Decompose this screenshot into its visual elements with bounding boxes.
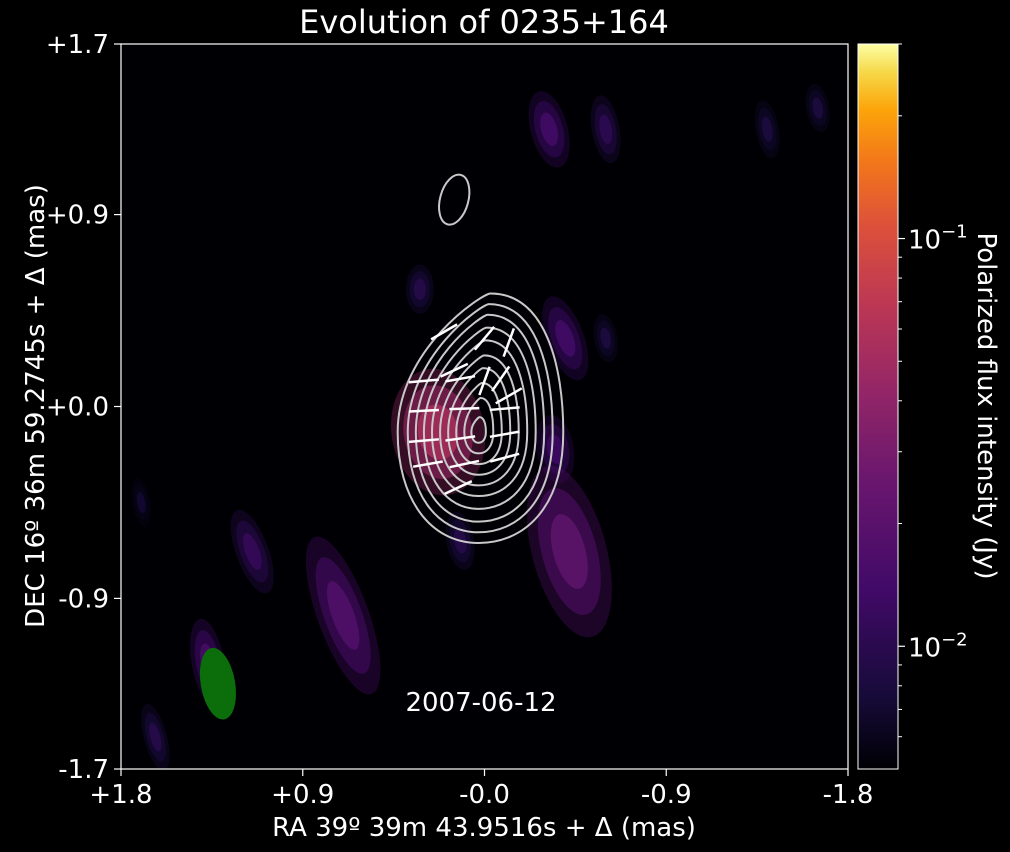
beam-ellipse [199,647,236,720]
blob-core [326,581,360,650]
blob-core [417,404,459,460]
plot-background [121,44,848,769]
plot-content [131,83,830,769]
polarized-blob [526,465,612,638]
contour-level [430,339,529,498]
total-intensity-contours [396,173,565,544]
evpa-vector [489,430,520,439]
evpa-vector [430,323,458,341]
evpa-vector [449,406,480,411]
x-axis-label: RA 39º 39m 43.9516s + Δ (mas) [272,813,696,843]
chart-title: Evolution of 0235+164 [299,3,669,41]
evpa-vector [489,406,520,412]
polarized-blob [405,264,434,314]
blob-core [413,278,426,300]
y-tick-label: -0.9 [58,584,109,614]
evpa-vector [445,374,476,383]
y-axis-ticks: +1.7 +0.9 +0.0 -0.9 -1.7 [46,30,121,785]
y-tick-label: -1.7 [58,755,109,785]
contour-isolated [438,173,471,226]
x-axis-ticks: +1.8 +0.9 -0.0 -0.9 -1.8 [89,769,873,810]
evpa-vector [412,460,443,468]
polarized-blob [230,509,274,594]
colorbar-ticks: 10−1 10−2 [898,43,968,738]
blob-core [149,722,162,752]
polarized-blob [305,536,381,695]
contour-level [396,292,565,544]
blob-core [599,114,613,145]
evpa-vectors [408,323,523,496]
polarized-blob [131,478,152,527]
evpa-vector [473,325,496,351]
polarized-blob [590,95,621,164]
contour-level [470,416,487,444]
blob-core [136,491,146,513]
colorbar-frame [857,43,899,770]
blob-core [600,327,611,349]
x-tick-label: -1.8 [823,780,874,810]
blob-core [761,116,773,142]
colorbar [858,44,898,769]
x-tick-label: -0.9 [641,780,692,810]
polarized-blob [754,100,780,159]
contour-level [406,303,554,534]
polarized-blob [542,296,589,381]
x-tick-label: +0.9 [271,780,334,810]
evpa-vector [408,408,439,413]
polarized-blob [141,703,170,769]
evpa-vector [489,452,520,463]
blob-core [242,533,262,570]
contour-level [422,326,537,510]
evpa-vector [408,378,439,384]
beam-layer [199,647,236,720]
contour-level [414,313,546,523]
polarized-blob [805,83,830,133]
evpa-vector [408,438,439,444]
date-label: 2007-06-12 [405,688,556,718]
colorbar-label: Polarized flux intensity (Jy) [971,233,1001,580]
blob-core [555,320,576,357]
evpa-vector [491,365,511,392]
contour-level [455,382,503,466]
blob-core [540,112,559,146]
y-tick-label: +0.0 [46,393,109,423]
colorbar-tick-label: 10−1 [908,222,968,256]
x-tick-label: +1.8 [89,780,152,810]
evpa-vector [478,366,491,396]
evpa-vector [502,328,516,358]
evpa-vector [445,435,476,442]
evpa-vector [444,480,473,496]
colorbar-tick-label: 10−2 [908,629,968,663]
y-tick-label: +1.7 [46,30,109,60]
evpa-vector [440,362,469,378]
y-tick-label: +0.9 [46,201,109,231]
x-tick-label: -0.0 [459,780,510,810]
polarized-blob [528,91,570,168]
blob-core [550,514,588,589]
evpa-vector [495,387,523,405]
polarized-blob [593,314,618,363]
y-axis-label: DEC 16º 36m 59.2745s + Δ (mas) [21,184,51,628]
evpa-vector [449,459,480,469]
contour-level [463,396,495,455]
blob-core [812,97,824,119]
